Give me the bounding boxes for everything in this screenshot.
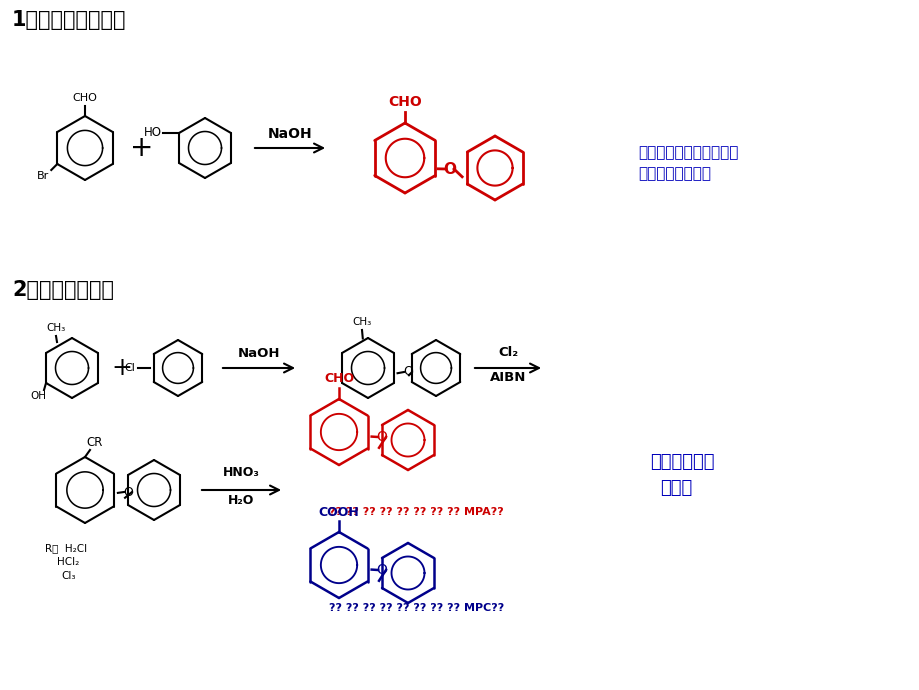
Text: CHO: CHO bbox=[388, 95, 422, 109]
Text: ?? ?? ?? ?? ?? ?? ?? ?? MPA??: ?? ?? ?? ?? ?? ?? ?? ?? MPA?? bbox=[329, 507, 504, 517]
Text: 分复杂，提纯困难: 分复杂，提纯困难 bbox=[637, 166, 710, 181]
Text: +: + bbox=[130, 134, 153, 162]
Text: AIBN: AIBN bbox=[489, 371, 526, 384]
Text: H₂O: H₂O bbox=[228, 493, 255, 506]
Text: Br: Br bbox=[37, 171, 50, 181]
Text: O: O bbox=[376, 430, 387, 444]
Text: 污染大: 污染大 bbox=[659, 479, 691, 497]
Text: HO: HO bbox=[144, 126, 162, 139]
Text: OH: OH bbox=[30, 391, 46, 401]
Text: O: O bbox=[376, 563, 387, 577]
Text: CHO: CHO bbox=[323, 373, 354, 386]
Text: COOH: COOH bbox=[318, 506, 359, 518]
Text: HNO₃: HNO₃ bbox=[222, 466, 260, 480]
Text: ?? ?? ?? ?? ?? ?? ?? ?? MPC??: ?? ?? ?? ?? ?? ?? ?? ?? MPC?? bbox=[329, 603, 504, 613]
Text: O: O bbox=[403, 366, 413, 379]
Text: Cl: Cl bbox=[124, 363, 135, 373]
Text: NaOH: NaOH bbox=[237, 348, 280, 360]
Text: CH₃: CH₃ bbox=[46, 323, 65, 333]
Text: Cl₃: Cl₃ bbox=[61, 571, 75, 581]
Text: HCl₂: HCl₂ bbox=[57, 557, 79, 567]
Text: CR: CR bbox=[86, 435, 103, 448]
Text: 缺点：三废多: 缺点：三废多 bbox=[650, 453, 714, 471]
Text: +: + bbox=[111, 356, 132, 380]
Text: 2、间甲苯酚法：: 2、间甲苯酚法： bbox=[12, 280, 114, 300]
Text: NaOH: NaOH bbox=[267, 127, 312, 141]
Text: 1、间溴苯甲醛法：: 1、间溴苯甲醛法： bbox=[12, 10, 127, 30]
Text: O: O bbox=[443, 161, 456, 177]
Text: R＝  H₂Cl: R＝ H₂Cl bbox=[45, 543, 87, 553]
Text: O: O bbox=[123, 486, 132, 498]
Text: 缺点：成本高、副产物成: 缺点：成本高、副产物成 bbox=[637, 146, 738, 161]
Text: Cl₂: Cl₂ bbox=[497, 346, 517, 359]
Text: CHO: CHO bbox=[73, 93, 97, 103]
Text: CH₃: CH₃ bbox=[352, 317, 371, 327]
